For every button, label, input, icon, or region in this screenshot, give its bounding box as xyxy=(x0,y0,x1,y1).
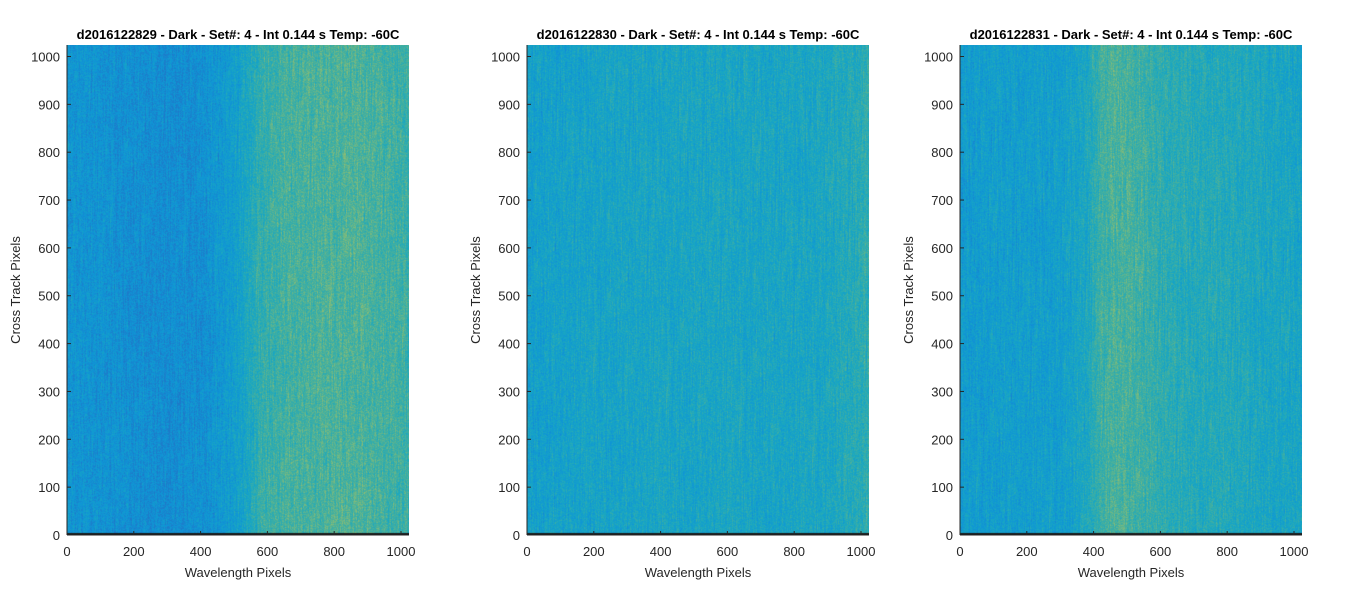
y-tick-label: 600 xyxy=(38,241,60,256)
y-tick-label: 200 xyxy=(931,432,953,447)
y-tick-label: 700 xyxy=(931,193,953,208)
y-tick-label: 400 xyxy=(38,337,60,352)
y-tick-label: 0 xyxy=(946,528,953,543)
heatmap-image xyxy=(527,45,869,535)
x-tick-label: 800 xyxy=(323,544,345,559)
y-tick-label: 900 xyxy=(931,97,953,112)
y-axis-label: Cross Track Pixels xyxy=(901,236,916,344)
x-tick-label: 400 xyxy=(1083,544,1105,559)
chart-title: d2016122831 - Dark - Set#: 4 - Int 0.144… xyxy=(970,27,1293,42)
x-tick-label: 0 xyxy=(956,544,963,559)
y-tick-label: 100 xyxy=(931,480,953,495)
x-axis-label: Wavelength Pixels xyxy=(1078,565,1185,580)
y-tick-label: 0 xyxy=(513,528,520,543)
heatmap-panel-2: 0 200 400 600 800 1000 0 100 200 300 400 500 600 700 8… xyxy=(468,27,875,580)
x-tick-label: 0 xyxy=(523,544,530,559)
heatmap-image xyxy=(960,45,1302,535)
x-tick-label: 200 xyxy=(123,544,145,559)
x-axis-label: Wavelength Pixels xyxy=(645,565,752,580)
y-tick-label: 300 xyxy=(38,384,60,399)
x-tick-label: 1000 xyxy=(847,544,876,559)
x-axis-label: Wavelength Pixels xyxy=(185,565,292,580)
y-tick-label: 1000 xyxy=(491,49,520,64)
y-tick-label: 0 xyxy=(53,528,60,543)
y-tick-label: 900 xyxy=(498,97,520,112)
chart-title: d2016122829 - Dark - Set#: 4 - Int 0.144… xyxy=(77,27,400,42)
y-tick-label: 800 xyxy=(931,145,953,160)
y-tick-label: 800 xyxy=(38,145,60,160)
chart-title: d2016122830 - Dark - Set#: 4 - Int 0.144… xyxy=(537,27,860,42)
y-tick-label: 1000 xyxy=(31,49,60,64)
heatmap-panel-3: 0 200 400 600 800 1000 0 100 200 300 400 500 600 700 8… xyxy=(901,27,1308,580)
y-tick-label: 900 xyxy=(38,97,60,112)
x-tick-label: 200 xyxy=(1016,544,1038,559)
y-tick-label: 100 xyxy=(38,480,60,495)
x-tick-label: 400 xyxy=(650,544,672,559)
x-tick-label: 800 xyxy=(783,544,805,559)
x-tick-label: 1000 xyxy=(1280,544,1309,559)
y-axis-label: Cross Track Pixels xyxy=(8,236,23,344)
y-tick-label: 200 xyxy=(38,432,60,447)
y-tick-label: 500 xyxy=(498,289,520,304)
y-axis-label: Cross Track Pixels xyxy=(468,236,483,344)
x-tick-label: 0 xyxy=(63,544,70,559)
y-tick-label: 500 xyxy=(38,289,60,304)
y-tick-label: 300 xyxy=(498,384,520,399)
y-tick-label: 700 xyxy=(498,193,520,208)
y-tick-label: 100 xyxy=(498,480,520,495)
y-tick-label: 300 xyxy=(931,384,953,399)
x-tick-label: 600 xyxy=(1150,544,1172,559)
x-tick-label: 400 xyxy=(190,544,212,559)
y-tick-label: 200 xyxy=(498,432,520,447)
y-tick-label: 600 xyxy=(498,241,520,256)
x-tick-label: 600 xyxy=(717,544,739,559)
y-tick-label: 400 xyxy=(931,337,953,352)
y-tick-label: 500 xyxy=(931,289,953,304)
x-tick-label: 1000 xyxy=(387,544,416,559)
y-tick-label: 600 xyxy=(931,241,953,256)
x-tick-label: 800 xyxy=(1216,544,1238,559)
heatmap-image xyxy=(67,45,409,535)
heatmap-panel-1: 0 200 400 600 800 1000 0 100 200 300 400 500 600 700 8… xyxy=(8,27,415,580)
y-tick-label: 400 xyxy=(498,337,520,352)
y-tick-label: 1000 xyxy=(924,49,953,64)
x-tick-label: 600 xyxy=(257,544,279,559)
y-tick-label: 800 xyxy=(498,145,520,160)
y-tick-label: 700 xyxy=(38,193,60,208)
x-tick-label: 200 xyxy=(583,544,605,559)
